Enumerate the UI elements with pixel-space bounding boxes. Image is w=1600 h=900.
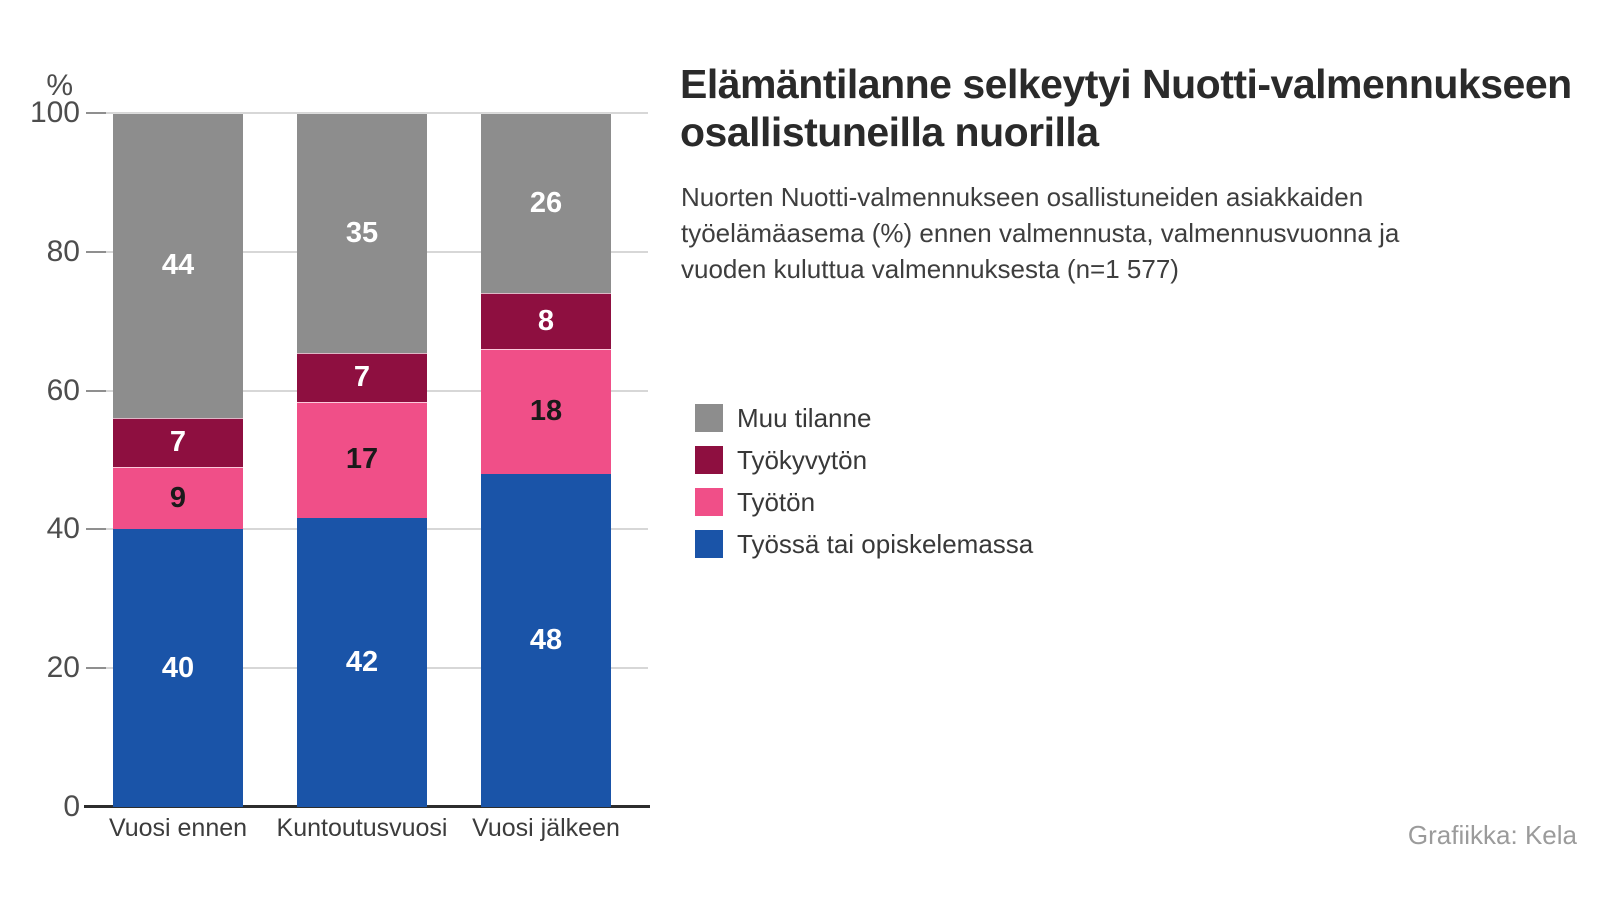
chart-subtitle: Nuorten Nuotti-valmennukseen osallistune… bbox=[681, 182, 1400, 284]
y-axis-tick bbox=[86, 112, 106, 114]
bar-segment: 42 bbox=[297, 518, 427, 807]
bar: 42 17 7 35 bbox=[297, 113, 427, 807]
legend-item: Muu tilanne bbox=[695, 397, 1033, 439]
legend-item: Työkyvytön bbox=[695, 439, 1033, 481]
bar-segment-value-label: 18 bbox=[529, 394, 563, 427]
bar-segment-value-label: 9 bbox=[169, 481, 187, 514]
y-axis-tick-label: 0 bbox=[63, 790, 80, 823]
y-axis-tick bbox=[86, 389, 106, 392]
legend-item-label: Työssä tai opiskelemassa bbox=[737, 528, 1034, 559]
legend-item-label: Muu tilanne bbox=[737, 402, 872, 433]
legend-swatch bbox=[695, 404, 723, 432]
x-axis-category-label: Vuosi jälkeen bbox=[472, 814, 620, 842]
bar-segment: 35 bbox=[297, 113, 427, 354]
bar-segment: 40 bbox=[113, 529, 243, 807]
y-axis-tick-label: 40 bbox=[46, 512, 80, 546]
bar-segment: 7 bbox=[297, 353, 427, 402]
bar-segment: 8 bbox=[481, 293, 611, 349]
credit-text: Grafiikka: Kela bbox=[1407, 820, 1577, 850]
y-axis-tick-label: 80 bbox=[46, 234, 80, 268]
bar-segment-value-label: 42 bbox=[345, 646, 379, 679]
y-axis-tick-label: 20 bbox=[46, 651, 80, 685]
legend-swatch bbox=[695, 446, 723, 474]
x-axis-category-label: Kuntoutusvuosi bbox=[276, 814, 448, 842]
bar-segment: 26 bbox=[481, 113, 611, 294]
legend-swatch bbox=[695, 530, 723, 558]
bar-segment-value-label: 35 bbox=[345, 216, 379, 249]
bar-segment-value-label: 40 bbox=[161, 651, 195, 684]
legend-item: Työssä tai opiskelemassa bbox=[695, 523, 1033, 565]
bar-segment-value-label: 7 bbox=[353, 361, 371, 394]
bar-segment-value-label: 48 bbox=[529, 623, 563, 656]
y-axis-tick-label: 100 bbox=[29, 96, 80, 129]
bar-segment: 7 bbox=[113, 418, 243, 467]
bar-segment: 48 bbox=[481, 473, 611, 807]
legend: Muu tilanne Työkyvytön Työtön Työssä tai op… bbox=[695, 397, 1033, 565]
y-axis-tick bbox=[86, 667, 106, 670]
legend-swatch bbox=[695, 488, 723, 516]
bar-segment-value-label: 17 bbox=[345, 443, 379, 476]
bar-segment-value-label: 8 bbox=[537, 304, 555, 337]
y-axis-unit-label: % bbox=[46, 69, 73, 102]
bar-segment-value-label: 26 bbox=[529, 186, 563, 219]
legend-item: Työtön bbox=[695, 481, 1033, 523]
bar-segment: 44 bbox=[113, 113, 243, 419]
y-axis-tick bbox=[86, 528, 106, 531]
chart-title: Elämäntilanne selkeytyi Nuotti-valmennuk… bbox=[680, 61, 1572, 156]
bar-segment: 17 bbox=[297, 401, 427, 519]
bar: 40 9 7 44 bbox=[113, 113, 243, 807]
bar-segment-value-label: 44 bbox=[161, 249, 195, 282]
bar: 48 18 8 26 bbox=[481, 113, 611, 807]
y-axis-tick bbox=[86, 250, 106, 253]
legend-item-label: Työkyvytön bbox=[737, 444, 868, 475]
bar-segment: 9 bbox=[113, 466, 243, 530]
x-axis-category-label: Vuosi ennen bbox=[108, 814, 248, 842]
bar-segment: 18 bbox=[481, 348, 611, 474]
legend-item-label: Työtön bbox=[737, 486, 816, 517]
y-axis-tick-label: 60 bbox=[46, 373, 80, 407]
bar-segment-value-label: 7 bbox=[169, 426, 187, 459]
